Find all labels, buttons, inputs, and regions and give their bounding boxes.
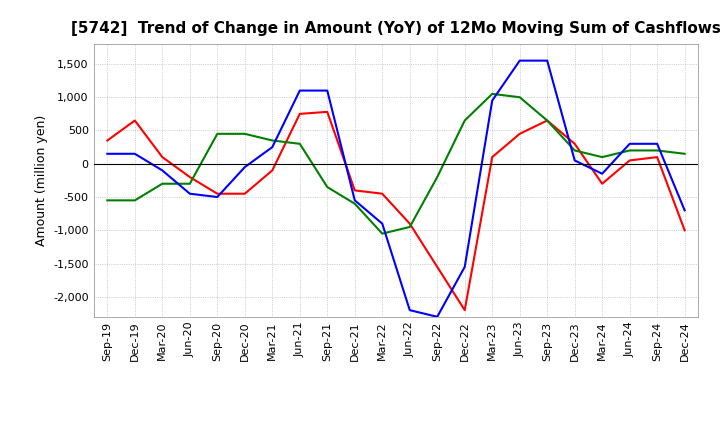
Investing Cashflow [240,131,249,136]
Operating Cashflow [186,174,194,180]
Investing Cashflow [213,131,222,136]
Free Cashflow [323,88,332,93]
Operating Cashflow [213,191,222,196]
Investing Cashflow [680,151,689,157]
Investing Cashflow [543,118,552,123]
Operating Cashflow [351,188,359,193]
Operating Cashflow [405,221,414,226]
Operating Cashflow [130,118,139,123]
Investing Cashflow [626,148,634,153]
Investing Cashflow [516,95,524,100]
Free Cashflow [680,208,689,213]
Investing Cashflow [103,198,112,203]
Operating Cashflow [598,181,606,187]
Free Cashflow [570,158,579,163]
Operating Cashflow [653,154,662,160]
Free Cashflow [460,264,469,270]
Free Cashflow [158,168,166,173]
Free Cashflow [598,171,606,176]
Operating Cashflow [488,154,497,160]
Investing Cashflow [598,154,606,160]
Operating Cashflow [103,138,112,143]
Investing Cashflow [295,141,304,147]
Line: Operating Cashflow: Operating Cashflow [107,112,685,310]
Free Cashflow [213,194,222,200]
Free Cashflow [488,98,497,103]
Free Cashflow [626,141,634,147]
Investing Cashflow [130,198,139,203]
Operating Cashflow [268,168,276,173]
Operating Cashflow [433,264,441,270]
Investing Cashflow [158,181,166,187]
Free Cashflow [516,58,524,63]
Free Cashflow [543,58,552,63]
Operating Cashflow [626,158,634,163]
Free Cashflow [240,165,249,170]
Title: [5742]  Trend of Change in Amount (YoY) of 12Mo Moving Sum of Cashflows: [5742] Trend of Change in Amount (YoY) o… [71,21,720,36]
Free Cashflow [130,151,139,157]
Line: Free Cashflow: Free Cashflow [107,61,685,317]
Operating Cashflow [323,109,332,114]
Investing Cashflow [351,201,359,206]
Free Cashflow [103,151,112,157]
Investing Cashflow [570,148,579,153]
Free Cashflow [295,88,304,93]
Y-axis label: Amount (million yen): Amount (million yen) [35,115,48,246]
Operating Cashflow [543,118,552,123]
Operating Cashflow [378,191,387,196]
Free Cashflow [405,308,414,313]
Legend: Operating Cashflow, Investing Cashflow, Free Cashflow: Operating Cashflow, Investing Cashflow, … [146,438,646,440]
Operating Cashflow [240,191,249,196]
Investing Cashflow [186,181,194,187]
Operating Cashflow [460,308,469,313]
Free Cashflow [433,314,441,319]
Investing Cashflow [460,118,469,123]
Operating Cashflow [158,154,166,160]
Investing Cashflow [488,91,497,96]
Free Cashflow [653,141,662,147]
Investing Cashflow [268,138,276,143]
Investing Cashflow [433,174,441,180]
Investing Cashflow [653,148,662,153]
Operating Cashflow [516,131,524,136]
Investing Cashflow [405,224,414,230]
Operating Cashflow [570,141,579,147]
Free Cashflow [186,191,194,196]
Operating Cashflow [295,111,304,117]
Investing Cashflow [378,231,387,236]
Free Cashflow [351,198,359,203]
Free Cashflow [378,221,387,226]
Investing Cashflow [323,184,332,190]
Free Cashflow [268,144,276,150]
Operating Cashflow [680,227,689,233]
Line: Investing Cashflow: Investing Cashflow [107,94,685,234]
